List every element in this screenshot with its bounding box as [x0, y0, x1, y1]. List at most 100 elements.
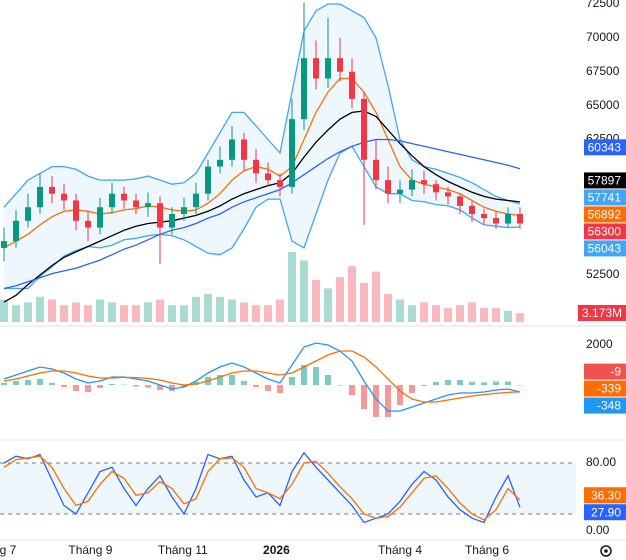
- value-label: -339: [597, 382, 621, 396]
- candle-body: [505, 214, 511, 224]
- histogram-bar: [433, 382, 439, 385]
- candle-body: [361, 98, 367, 160]
- histogram-bar: [337, 385, 343, 386]
- candle-body: [61, 193, 67, 201]
- histogram-bar: [181, 385, 187, 387]
- volume-bar: [180, 305, 188, 322]
- candle-body: [37, 186, 43, 208]
- x-tick-label: Tháng 9: [68, 543, 112, 557]
- x-tick-label: Tháng 4: [378, 543, 422, 557]
- histogram-bar: [1, 383, 7, 385]
- histogram-bar: [121, 384, 127, 386]
- value-label: 56892: [588, 208, 622, 222]
- histogram-bar: [49, 383, 55, 385]
- candle-body: [145, 203, 151, 208]
- histogram-bar: [289, 377, 295, 385]
- volume-bar: [36, 296, 44, 322]
- histogram-bar: [157, 385, 163, 390]
- volume-bar: [60, 305, 68, 322]
- candle-body: [157, 203, 163, 228]
- histogram-bar: [277, 385, 283, 393]
- histogram-bar: [373, 385, 379, 417]
- y-tick-label: 72500: [586, 0, 620, 10]
- histogram-bar: [25, 380, 31, 385]
- histogram-bar: [517, 385, 523, 386]
- volume-bar: [168, 305, 176, 322]
- value-label: -348: [597, 399, 621, 413]
- volume-bar: [192, 296, 200, 322]
- volume-bar: [228, 299, 236, 322]
- volume-bar: [444, 308, 452, 322]
- overlay-line: [3, 138, 521, 290]
- value-label: 60343: [588, 140, 622, 154]
- volume-bar: [48, 299, 56, 322]
- histogram-bar: [313, 367, 319, 385]
- candle-body: [121, 193, 127, 201]
- value-label-box: [584, 487, 626, 504]
- histogram-bar: [445, 380, 451, 385]
- y-tick-label: 65000: [586, 98, 620, 112]
- volume-bar: [516, 313, 524, 322]
- candle-body: [289, 119, 295, 187]
- histogram-bar: [409, 385, 415, 393]
- histogram-bar: [169, 385, 175, 391]
- histogram-bar: [241, 381, 247, 385]
- candle-body: [241, 139, 247, 160]
- histogram-bar: [469, 382, 475, 385]
- histogram-bar: [361, 385, 367, 409]
- candle-body: [49, 186, 55, 194]
- x-tick-label: g 7: [0, 543, 17, 557]
- volume-bar: [372, 271, 380, 322]
- value-label-box: [584, 240, 626, 257]
- stoch-line: [3, 455, 521, 521]
- value-label-box: [584, 397, 626, 414]
- candle-body: [409, 180, 415, 190]
- macd-line: [3, 350, 521, 403]
- volume-bar: [72, 302, 80, 322]
- volume-bar: [396, 299, 404, 322]
- y-tick-label: 2000: [586, 337, 613, 351]
- volume-bar: [492, 308, 500, 322]
- volume-bar: [288, 252, 296, 322]
- candle-body: [205, 166, 211, 194]
- histogram-bar: [397, 385, 403, 405]
- histogram-bar: [109, 384, 115, 385]
- volume-bar: [432, 305, 440, 322]
- candle-body: [169, 214, 175, 228]
- value-label: 27.90: [591, 505, 621, 519]
- value-label: 36.30: [591, 488, 621, 502]
- candle-body: [25, 207, 31, 221]
- value-label-box: [584, 139, 626, 156]
- volume-bar: [240, 302, 248, 322]
- histogram-bar: [37, 379, 43, 385]
- candle-body: [1, 241, 7, 248]
- candle-body: [253, 159, 259, 174]
- candle-body: [457, 196, 463, 206]
- volume-bar: [108, 302, 116, 322]
- histogram-bar: [61, 385, 67, 387]
- histogram-bar: [385, 385, 391, 417]
- overlay-line: [4, 145, 521, 290]
- y-tick-label: 67500: [586, 64, 620, 78]
- candle-body: [337, 58, 343, 72]
- histogram-bar: [85, 385, 91, 392]
- candle-body: [301, 58, 307, 120]
- volume-bar: [144, 302, 152, 322]
- candle-body: [385, 180, 391, 194]
- candle-body: [181, 207, 187, 215]
- histogram-bar: [73, 385, 79, 391]
- volume-bar: [96, 299, 104, 322]
- volume-bar: [324, 288, 332, 322]
- volume-bar: [132, 305, 140, 322]
- volume-bar: [312, 280, 320, 322]
- candle-body: [481, 214, 487, 219]
- volume-bar: [24, 302, 32, 322]
- value-label: 56300: [588, 225, 622, 239]
- histogram-bar: [253, 385, 259, 387]
- settings-icon[interactable]: [600, 545, 612, 557]
- value-label: 56043: [588, 242, 622, 256]
- volume-bar: [120, 305, 128, 322]
- candle-body: [397, 189, 403, 194]
- value-label-box: [584, 363, 626, 380]
